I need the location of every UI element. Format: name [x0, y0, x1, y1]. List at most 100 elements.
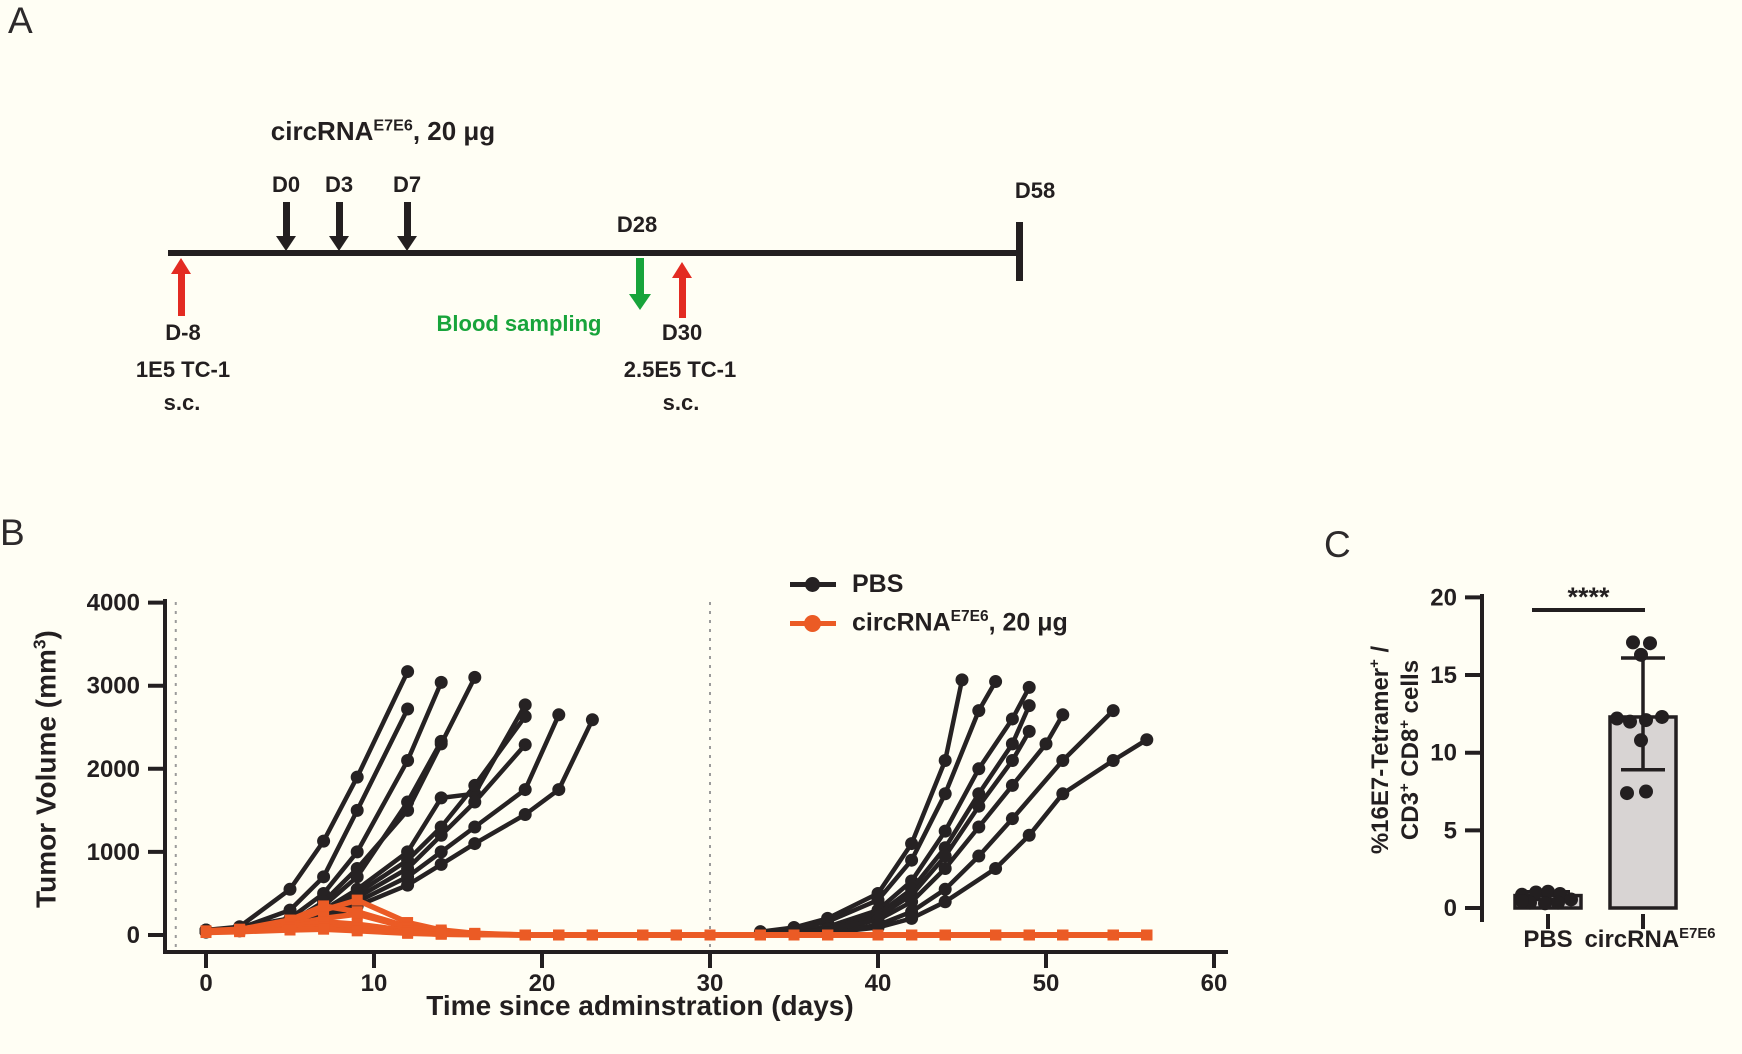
time-axis-title: Time since adminstration (days) [426, 990, 854, 1021]
data-point [552, 708, 566, 722]
legend-circrna-rest: , 20 μg [988, 608, 1068, 637]
legend-pbs-label: PBS [852, 570, 904, 598]
tumor-volume-plot: 0 1000 2000 3000 4000 0 10 20 30 40 50 60 [87, 590, 1228, 997]
data-point [989, 862, 1003, 876]
data-point [350, 770, 364, 784]
data-point [905, 911, 919, 925]
y-tick-label: 1000 [87, 839, 140, 866]
blood-sampling-arrow-shaft [636, 258, 644, 294]
data-point [434, 791, 448, 805]
data-point [1057, 929, 1069, 941]
data-point [552, 783, 566, 797]
scatter-point [1639, 713, 1653, 728]
y-tick-label: 4000 [87, 590, 140, 617]
data-point [1107, 929, 1119, 941]
legend-circrna-sup: E7E6 [950, 608, 989, 625]
x-tick-label: 10 [361, 970, 388, 997]
data-point [1106, 704, 1120, 718]
c-ylabel1-sup: + [1367, 659, 1383, 668]
tumor-inoculation-2-arrow-icon [672, 262, 692, 278]
category-circrna-label: circRNAE7E6 [1584, 926, 1715, 954]
y-axis-title-rest: ) [30, 630, 62, 640]
data-point [1056, 753, 1070, 767]
y-axis-title-base: Tumor Volume (mm [30, 649, 62, 908]
data-point [434, 828, 448, 842]
tumor-1-cells-label: 1E5 TC-1 [135, 357, 231, 382]
data-point [283, 882, 297, 896]
data-point [872, 929, 884, 941]
data-point [637, 929, 649, 941]
data-point [401, 795, 415, 809]
data-point [434, 675, 448, 689]
dose-arrow-shaft [335, 202, 343, 236]
data-point [905, 895, 919, 909]
x-tick-label: 40 [865, 970, 892, 997]
data-point [469, 929, 481, 941]
y-axis-title-sup: 3 [29, 639, 50, 650]
data-point [938, 882, 952, 896]
legend-circrna-label: circRNAE7E6, 20 μg [852, 608, 1068, 637]
y-tick-label: 20 [1430, 584, 1457, 611]
timeline-title-sup: E7E6 [373, 116, 413, 135]
tumor-2-day-label: D30 [661, 320, 703, 345]
scatter-point [1541, 884, 1555, 899]
data-point [905, 853, 919, 867]
data-point [518, 698, 532, 712]
data-point [938, 824, 952, 838]
data-point [972, 762, 986, 776]
data-point [1005, 753, 1019, 767]
scatter-point [1634, 733, 1648, 748]
data-point [318, 923, 330, 935]
data-point [972, 799, 986, 813]
y-tick-label: 10 [1430, 740, 1457, 767]
scatter-point [1564, 892, 1578, 907]
scatter-point [1620, 786, 1634, 801]
timeline-title-base: circRNA [270, 116, 374, 146]
y-tick-label: 5 [1444, 817, 1457, 844]
data-point [1106, 753, 1120, 767]
data-point [435, 928, 447, 940]
x-tick-label: 0 [199, 970, 212, 997]
significance-stars: **** [1567, 582, 1610, 612]
data-point [518, 709, 532, 723]
data-point [989, 675, 1003, 689]
c-ylabel1-rest: / [1367, 645, 1394, 660]
data-point [939, 929, 951, 941]
scatter-point [1634, 647, 1648, 662]
data-point [972, 787, 986, 801]
data-point [955, 673, 969, 687]
y-tick-label: 3000 [87, 673, 140, 700]
data-point [586, 929, 598, 941]
x-tick-label: 20 [529, 970, 556, 997]
tumor-inoculation-1-arrow-shaft [177, 274, 185, 316]
data-point [754, 929, 766, 941]
scatter-point [1655, 709, 1669, 724]
c-ylabel2-p3: cells [1397, 659, 1424, 720]
tetramer-axis-title-line2: CD3+ CD8+ cells [1397, 660, 1425, 840]
data-point [468, 670, 482, 684]
data-point [200, 927, 212, 939]
legend-pbs-marker-icon [805, 577, 820, 592]
blood-sampling-label: Blood sampling [436, 311, 602, 336]
data-point [788, 929, 800, 941]
c-ylabel2-p2: CD8 [1397, 728, 1424, 784]
data-point [401, 665, 415, 679]
data-point [553, 929, 565, 941]
data-point [1039, 737, 1053, 751]
x-tick-label: 60 [1201, 970, 1228, 997]
tumor-inoculation-1-arrow-icon [171, 258, 191, 274]
c-ylabel2-s1: + [1397, 783, 1413, 793]
tetramer-bar-chart: 0 5 10 15 20 **** [1430, 582, 1678, 929]
panel-a-label: A [8, 0, 33, 41]
c-ylabel2-p1: CD3 [1397, 792, 1424, 841]
scatter-point [1529, 885, 1543, 900]
y-tick-label: 0 [127, 922, 140, 949]
x-tick-label: 50 [1033, 970, 1060, 997]
data-point [434, 734, 448, 748]
blood-sampling-arrow-icon [629, 294, 651, 310]
data-point [317, 870, 331, 884]
data-point [704, 929, 716, 941]
dose-arrow-icon [329, 236, 349, 251]
scatter-point [1623, 714, 1637, 729]
data-point [938, 787, 952, 801]
